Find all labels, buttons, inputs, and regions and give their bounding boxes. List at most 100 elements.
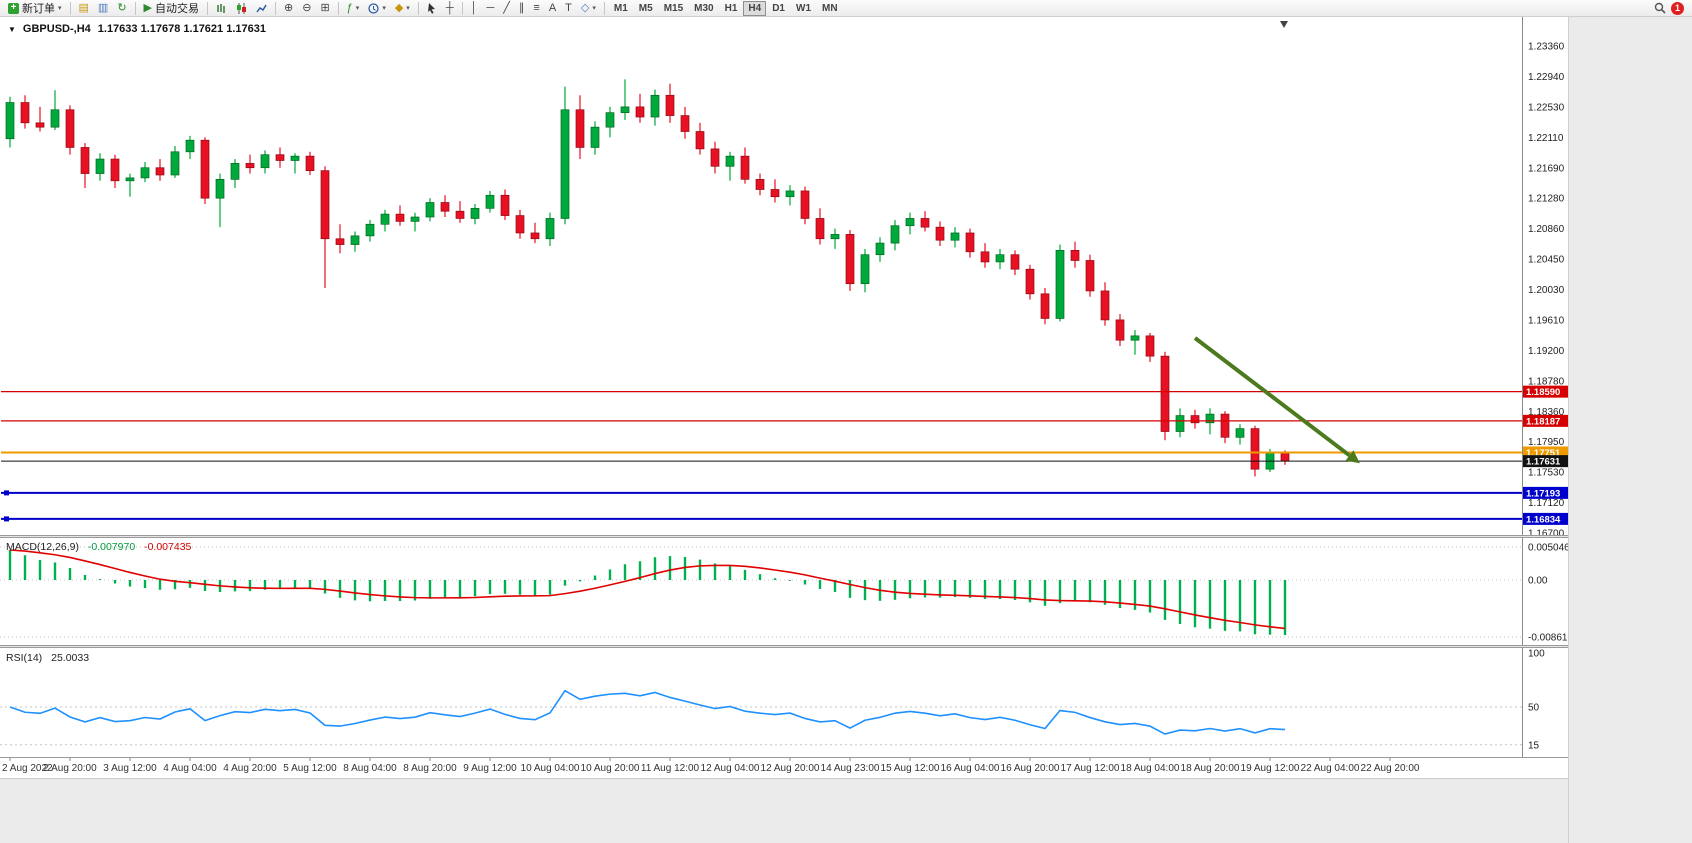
toolbar-separator [207, 1, 209, 15]
price-badge-label: 1.18187 [1526, 416, 1560, 427]
price-tick-label: 1.20030 [1528, 285, 1565, 296]
bull-candle [170, 151, 180, 176]
horizontal-line-button[interactable]: ─ [482, 1, 498, 16]
bull-candle [860, 254, 870, 285]
time-label: 2 Aug 20:00 [43, 763, 97, 774]
auto-trading-button[interactable]: ▶ 自动交易 [140, 1, 203, 16]
time-label: 14 Aug 23:00 [821, 763, 880, 774]
bear-candle [1010, 254, 1020, 270]
bull-candle [1205, 413, 1215, 424]
rsi-pane[interactable] [0, 649, 1522, 757]
refresh-button[interactable]: ↻ [113, 1, 130, 16]
bear-candle [965, 232, 975, 253]
bull-candle [185, 139, 195, 153]
time-label: 17 Aug 12:00 [1061, 763, 1120, 774]
bull-candle [605, 112, 615, 128]
price-tick-label: 1.17120 [1528, 498, 1565, 509]
new-chart-button[interactable]: ▤ [75, 1, 93, 16]
bear-candle [20, 102, 30, 124]
price-badge-label: 1.18590 [1526, 387, 1560, 398]
bear-candle [335, 238, 345, 245]
pane-splitter[interactable] [0, 645, 1568, 648]
zoom-out-icon: ⊖ [302, 1, 312, 14]
timeframe-m30-button[interactable]: M30 [689, 1, 718, 16]
pane-splitter[interactable] [0, 535, 1568, 538]
price-tick-label: 1.18780 [1528, 376, 1565, 387]
bear-candle [1280, 452, 1290, 462]
trend-arrow[interactable] [1193, 336, 1351, 458]
main-chart-pane[interactable] [0, 17, 1522, 535]
trend-arrow-head [1345, 450, 1360, 464]
timeframe-h1-button[interactable]: H1 [720, 1, 743, 16]
templates-button[interactable]: ◆ ▾ [391, 1, 414, 16]
time-label: 11 Aug 12:00 [641, 763, 700, 774]
tile-windows-button[interactable]: ⊞ [316, 1, 333, 16]
timeframe-m5-button[interactable]: M5 [634, 1, 658, 16]
price-tick-label: 1.20860 [1528, 224, 1565, 235]
periods-button[interactable]: ▾ [364, 1, 390, 16]
bar-chart-button[interactable] [212, 1, 231, 16]
templates-icon: ◆ [394, 1, 404, 14]
text-icon: A [548, 1, 557, 14]
crosshair-button[interactable]: ┼ [442, 1, 458, 16]
chart-background [0, 17, 1568, 778]
timeframe-d1-button[interactable]: D1 [767, 1, 790, 16]
crosshair-icon: ┼ [445, 1, 454, 14]
bear-candle [740, 155, 750, 180]
timeframe-m1-button[interactable]: M1 [609, 1, 633, 16]
bull-candle [830, 234, 840, 240]
bull-candle [590, 126, 600, 148]
line-handle[interactable] [4, 516, 9, 522]
indicators-button[interactable]: ƒ ▾ [343, 1, 364, 16]
rsi-name: RSI(14) [6, 652, 43, 664]
macd-signal-line [9, 549, 1286, 630]
horizontal-line-icon: ─ [486, 1, 495, 14]
cursor-button[interactable] [423, 1, 441, 16]
line-chart-button[interactable] [252, 1, 271, 16]
bull-candle [905, 218, 915, 227]
ohlc-values: 1.17633 1.17678 1.17621 1.17631 [97, 23, 266, 35]
bull-candle [290, 155, 300, 161]
timeframe-mn-button[interactable]: MN [817, 1, 843, 16]
macd-scale-label: 0.005046 [1528, 543, 1568, 554]
label-tool-button[interactable]: T [561, 1, 576, 16]
zoom-out-button[interactable]: ⊖ [298, 1, 315, 16]
time-label: 16 Aug 20:00 [1001, 763, 1060, 774]
profiles-button[interactable]: ▥ [94, 1, 112, 16]
chart-shift-marker[interactable] [1280, 21, 1288, 28]
symbol-period-label: GBPUSD-,H4 [22, 23, 91, 35]
bear-candle [80, 147, 90, 174]
new-order-button[interactable]: + 新订单 ▾ [4, 1, 66, 16]
shapes-button[interactable]: ◇ ▾ [577, 1, 600, 16]
zoom-in-button[interactable]: ⊕ [280, 1, 297, 16]
bear-candle [110, 158, 120, 182]
bear-candle [440, 202, 450, 212]
vertical-line-button[interactable]: │ [467, 1, 482, 16]
notification-badge[interactable]: 1 [1671, 1, 1684, 15]
chart-window[interactable]: 1.23360 1.22940 1.22530 1.22110 1.21690 1.212… [0, 17, 1573, 778]
bear-candle [320, 170, 330, 240]
indicators-icon: ƒ [346, 1, 353, 14]
toolbar-separator [337, 1, 339, 15]
candlestick-button[interactable] [232, 1, 251, 16]
bear-candle [1160, 355, 1170, 432]
bear-candle [155, 167, 165, 176]
time-label: 3 Aug 12:00 [103, 763, 157, 774]
line-handle[interactable] [4, 490, 9, 496]
macd-signal-value: -0.007435 [144, 541, 192, 553]
timeframe-h4-button[interactable]: H4 [743, 0, 767, 16]
macd-pane[interactable] [0, 539, 1522, 645]
fibonacci-button[interactable]: ≡ [529, 1, 543, 16]
timeframe-w1-button[interactable]: W1 [791, 1, 816, 16]
trendline-button[interactable]: ╱ [499, 1, 514, 16]
bear-candle [980, 251, 990, 263]
price-chart[interactable]: 1.23360 1.22940 1.22530 1.22110 1.21690 1.212… [0, 17, 1573, 778]
bear-candle [275, 154, 285, 161]
channel-button[interactable]: ∥ [515, 1, 529, 16]
text-tool-button[interactable]: A [545, 1, 560, 16]
search-button[interactable] [1650, 1, 1670, 16]
bear-candle [1145, 335, 1155, 357]
timeframe-m15-button[interactable]: M15 [659, 1, 688, 16]
bear-candle [920, 218, 930, 228]
bear-candle [1100, 290, 1110, 321]
